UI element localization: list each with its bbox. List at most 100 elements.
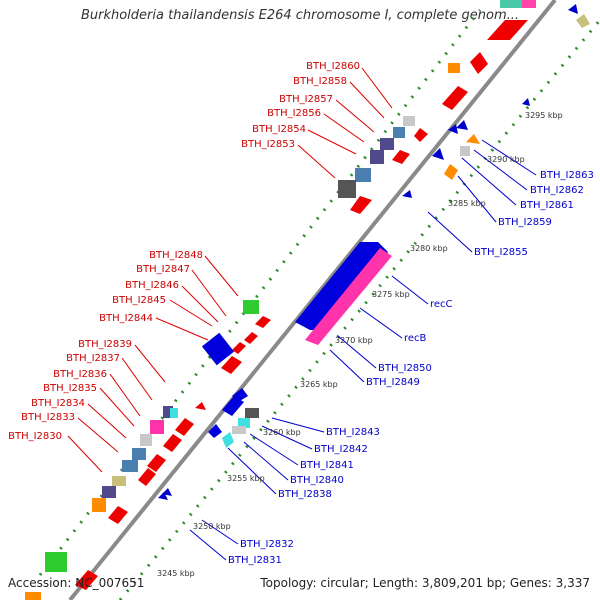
label-BTH_I2847[interactable]: BTH_I2847 (136, 264, 190, 275)
gene-BTH_I2846[interactable] (244, 332, 258, 344)
label-BTH_I2841[interactable]: BTH_I2841 (300, 460, 354, 471)
label-BTH_I2834[interactable]: BTH_I2834 (31, 398, 85, 409)
gene-orange-a[interactable] (448, 63, 460, 73)
label-recC[interactable]: recC (430, 299, 453, 310)
label-BTH_I2853[interactable]: BTH_I2853 (241, 139, 295, 150)
gene-blue-a[interactable] (448, 124, 458, 134)
gene-BTH_I2840[interactable] (222, 432, 234, 448)
gene-BTH_I2838[interactable] (208, 424, 222, 438)
label-BTH_I2831[interactable]: BTH_I2831 (228, 555, 282, 566)
gene-orange-c[interactable] (25, 592, 41, 600)
label-BTH_I2840[interactable]: BTH_I2840 (290, 475, 344, 486)
gene-BTH_I2859[interactable] (444, 164, 458, 180)
label-recB[interactable]: recB (404, 333, 427, 344)
label-BTH_I2848[interactable]: BTH_I2848 (149, 250, 203, 261)
gene-blue-b[interactable] (456, 120, 468, 130)
label-BTH_I2843[interactable]: BTH_I2843 (326, 427, 380, 438)
gene-BTH_I2854[interactable] (370, 150, 384, 164)
gene-BTH_I2862[interactable] (460, 146, 470, 156)
gene-red-a[interactable] (470, 52, 488, 74)
gene-BTH_I2845[interactable] (232, 342, 246, 354)
gene-khaki-b[interactable] (576, 14, 590, 28)
gene-BTH_I2863[interactable] (466, 134, 480, 144)
label-BTH_I2835[interactable]: BTH_I2835 (43, 383, 97, 394)
label-BTH_I2846[interactable]: BTH_I2846 (125, 280, 179, 291)
gene-blue-c[interactable] (522, 98, 530, 106)
label-BTH_I2849[interactable]: BTH_I2849 (366, 377, 420, 388)
gene-BTH_I2839[interactable] (163, 406, 173, 418)
label-BTH_I2842[interactable]: BTH_I2842 (314, 444, 368, 455)
label-BTH_I2859[interactable]: BTH_I2859 (498, 217, 552, 228)
gene-cyan-a[interactable] (170, 408, 178, 418)
connector-BTH_I2850 (337, 335, 377, 369)
gene-BTH_I2853-arrow[interactable] (392, 150, 410, 164)
gene-red-e[interactable] (138, 468, 156, 486)
gene-red-f[interactable] (108, 506, 128, 524)
gene-gray-a[interactable] (403, 116, 415, 126)
gene-BTH_I2860[interactable] (442, 86, 468, 110)
gene-green-a[interactable] (45, 552, 67, 572)
label-BTH_I2832[interactable]: BTH_I2832 (240, 539, 294, 550)
gene-blue-steel-b[interactable] (355, 168, 371, 182)
label-BTH_I2861[interactable]: BTH_I2861 (520, 200, 574, 211)
gene-BTH_I2843[interactable] (245, 408, 259, 418)
gene-BTH_I2844[interactable] (201, 332, 235, 366)
connector-BTH_I2831 (189, 529, 227, 561)
gene-red-c[interactable] (414, 128, 428, 142)
label-BTH_I2863[interactable]: BTH_I2863 (540, 170, 594, 181)
connector-BTH_I2859 (457, 175, 497, 223)
connector-BTH_I2853 (297, 144, 336, 179)
gene-BTH_I2857[interactable] (380, 138, 394, 150)
gene-red-h[interactable] (195, 402, 206, 410)
gene-recC[interactable] (295, 242, 388, 330)
gene-BTH_I2837[interactable] (175, 418, 194, 436)
reverse-label-group: BTH_I2863 BTH_I2862 BTH_I2861 BTH_I2859 … (228, 170, 594, 566)
gene-red-d[interactable] (221, 356, 242, 374)
label-BTH_I2839[interactable]: BTH_I2839 (78, 339, 132, 350)
gene-blue-d[interactable] (568, 4, 578, 14)
label-BTH_I2857[interactable]: BTH_I2857 (279, 94, 333, 105)
gene-BTH_I2863-region[interactable] (487, 20, 528, 40)
gene-top-teal[interactable] (500, 0, 522, 8)
gene-BTH_I2832[interactable] (158, 492, 168, 500)
gene-BTH_I2830[interactable] (147, 454, 166, 472)
label-BTH_I2836[interactable]: BTH_I2836 (53, 369, 107, 380)
label-BTH_I2844[interactable]: BTH_I2844 (99, 313, 153, 324)
gene-blue-f[interactable] (232, 388, 248, 402)
gene-red-g[interactable] (75, 570, 98, 590)
gene-BTH_I2836[interactable] (150, 420, 164, 434)
label-BTH_I2856[interactable]: BTH_I2856 (267, 108, 321, 119)
gene-BTH_I2835[interactable] (163, 434, 182, 452)
gene-blue-steel-c[interactable] (122, 460, 138, 472)
gene-BTH_I2856[interactable] (393, 127, 405, 138)
gene-red-b[interactable] (350, 196, 372, 214)
label-BTH_I2860[interactable]: BTH_I2860 (306, 61, 360, 72)
label-BTH_I2837[interactable]: BTH_I2837 (66, 353, 120, 364)
gene-top-pink[interactable] (522, 0, 536, 8)
label-BTH_I2838[interactable]: BTH_I2838 (278, 489, 332, 500)
label-BTH_I2858[interactable]: BTH_I2858 (293, 76, 347, 87)
gene-BTH_I2841[interactable] (232, 426, 246, 434)
gene-BTH_I2853[interactable] (338, 180, 356, 198)
gene-BTH_I2847[interactable] (255, 316, 271, 328)
gene-orange-b[interactable] (92, 498, 106, 512)
gene-BTH_I2833[interactable] (132, 448, 146, 460)
label-BTH_I2845[interactable]: BTH_I2845 (112, 295, 166, 306)
gene-BTH_I2842[interactable] (238, 418, 250, 428)
label-BTH_I2833[interactable]: BTH_I2833 (21, 412, 75, 423)
gene-BTH_I2848[interactable] (243, 300, 259, 314)
label-BTH_I2850[interactable]: BTH_I2850 (378, 363, 432, 374)
label-BTH_I2862[interactable]: BTH_I2862 (530, 185, 584, 196)
gene-BTH_I2855[interactable] (402, 190, 412, 198)
gene-purple-a[interactable] (102, 486, 116, 498)
gene-BTH_I2831[interactable] (162, 488, 172, 496)
gene-BTH_I2834[interactable] (140, 434, 152, 446)
reverse-connectors (189, 139, 537, 561)
gene-khaki-a[interactable] (112, 476, 126, 486)
label-BTH_I2830[interactable]: BTH_I2830 (8, 431, 62, 442)
gene-BTH_I2861[interactable] (432, 148, 444, 160)
gene-recB[interactable] (305, 248, 392, 345)
label-BTH_I2854[interactable]: BTH_I2854 (252, 124, 306, 135)
label-BTH_I2855[interactable]: BTH_I2855 (474, 247, 528, 258)
